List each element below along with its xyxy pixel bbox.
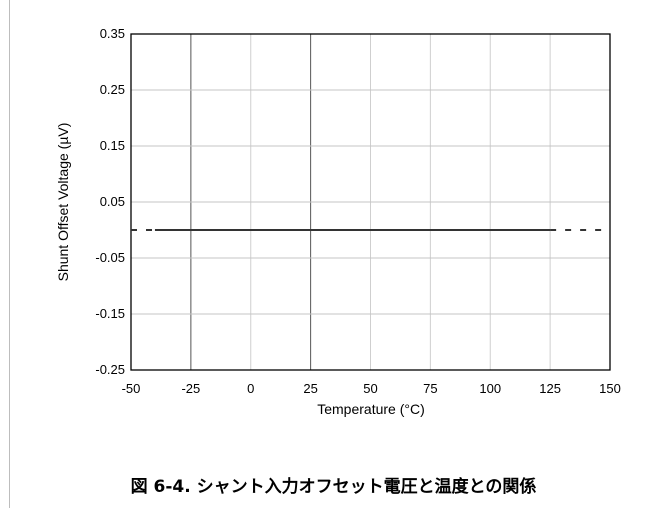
- plot-area-frame: [130, 33, 611, 371]
- y-tick-label: -0.05: [95, 250, 125, 265]
- x-tick-label: 100: [479, 381, 501, 396]
- y-tick-label: -0.25: [95, 362, 125, 377]
- figure-caption: 図 6-4. シャント入力オフセット電圧と温度との関係: [130, 477, 537, 497]
- x-tick-label: 0: [247, 381, 254, 396]
- y-tick-label: 0.15: [100, 138, 125, 153]
- x-tick-label: -50: [122, 381, 141, 396]
- y-tick-label: -0.15: [95, 306, 125, 321]
- x-tick-label: 75: [423, 381, 437, 396]
- x-tick-label: 150: [599, 381, 621, 396]
- offset-voltage-chart: -50 -25 0 25 50 75 100 125 150 0.35 0.25 0.15 0.05 -…: [55, 26, 621, 417]
- x-axis-label: Temperature (°C): [317, 401, 425, 417]
- x-tick-label: 125: [539, 381, 561, 396]
- y-axis-label: Shunt Offset Voltage (µV): [55, 123, 71, 282]
- y-tick-label: 0.25: [100, 82, 125, 97]
- y-tick-label: 0.35: [100, 26, 125, 41]
- y-tick-label: 0.05: [100, 194, 125, 209]
- x-tick-labels: -50 -25 0 25 50 75 100 125 150: [122, 381, 621, 396]
- y-tick-labels: 0.35 0.25 0.15 0.05 -0.05 -0.15 -0.25: [95, 26, 125, 377]
- x-tick-label: 50: [363, 381, 377, 396]
- x-tick-label: 25: [303, 381, 317, 396]
- page-border-line: [9, 0, 10, 508]
- x-tick-label: -25: [181, 381, 200, 396]
- grid-lines: [131, 34, 610, 370]
